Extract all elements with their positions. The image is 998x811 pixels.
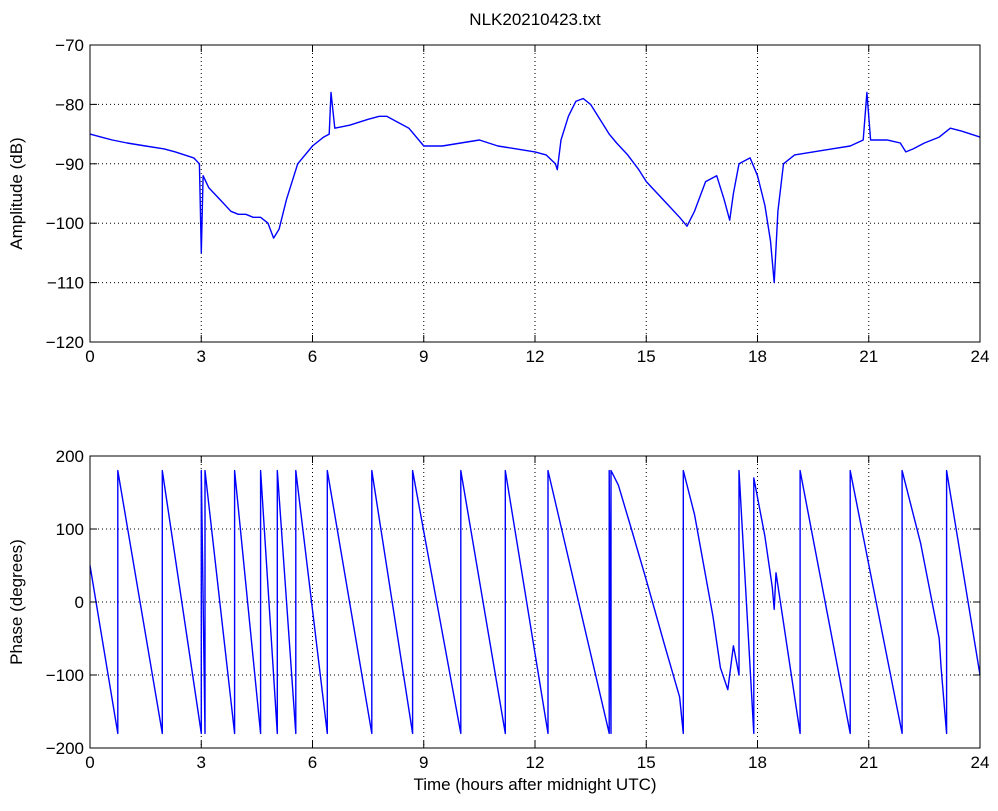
phase-x-tick-label: 0 (85, 753, 94, 772)
phase-x-tick-label: 18 (748, 753, 767, 772)
phase-plot: 0 3 6 9 12 15 18 21 24 −200 −100 0 100 200 Phase (degr… (7, 447, 989, 794)
amplitude-y-tick-label: −100 (46, 214, 84, 233)
amplitude-x-tick-label: 12 (526, 347, 545, 366)
phase-y-tick-label: 0 (75, 593, 84, 612)
amplitude-x-tick-label: 6 (308, 347, 317, 366)
phase-x-axis-label: Time (hours after midnight UTC) (413, 775, 656, 794)
phase-y-axis-label: Phase (degrees) (7, 539, 26, 665)
phase-x-tick-label: 3 (197, 753, 206, 772)
phase-y-tick-label: −200 (46, 739, 84, 758)
amplitude-series-line (89, 91, 981, 284)
amplitude-x-tick-label: 3 (197, 347, 206, 366)
phase-x-tick-label: 9 (419, 753, 428, 772)
amplitude-y-tick-label: −70 (55, 36, 84, 55)
phase-x-tick-label: 21 (859, 753, 878, 772)
amplitude-y-tick-label: −90 (55, 155, 84, 174)
amplitude-y-axis-label: Amplitude (dB) (7, 137, 26, 249)
amplitude-y-tick-label: −120 (46, 333, 84, 352)
amplitude-x-tick-label: 18 (748, 347, 767, 366)
phase-y-tick-label: 100 (56, 520, 84, 539)
amplitude-y-tick-label: −110 (47, 274, 84, 293)
amplitude-x-tick-label: 21 (859, 347, 878, 366)
phase-series-line (89, 469, 981, 735)
phase-x-tick-label: 15 (637, 753, 656, 772)
amplitude-x-tick-label: 9 (419, 347, 428, 366)
amplitude-x-tick-label: 15 (637, 347, 656, 366)
phase-x-tick-label: 6 (308, 753, 317, 772)
amplitude-title: NLK20210423.txt (469, 10, 601, 29)
amplitude-x-tick-label: 24 (971, 347, 990, 366)
phase-x-tick-label: 24 (971, 753, 990, 772)
phase-x-tick-label: 12 (526, 753, 545, 772)
phase-y-tick-label: 200 (56, 447, 84, 466)
amplitude-x-tick-label: 0 (85, 347, 94, 366)
phase-y-tick-label: −100 (46, 666, 84, 685)
amplitude-plot: 0 3 6 9 12 15 18 21 24 −120 −110 −100 −90 −80 −70 NLK20… (7, 10, 989, 366)
amplitude-y-tick-label: −80 (55, 95, 84, 114)
